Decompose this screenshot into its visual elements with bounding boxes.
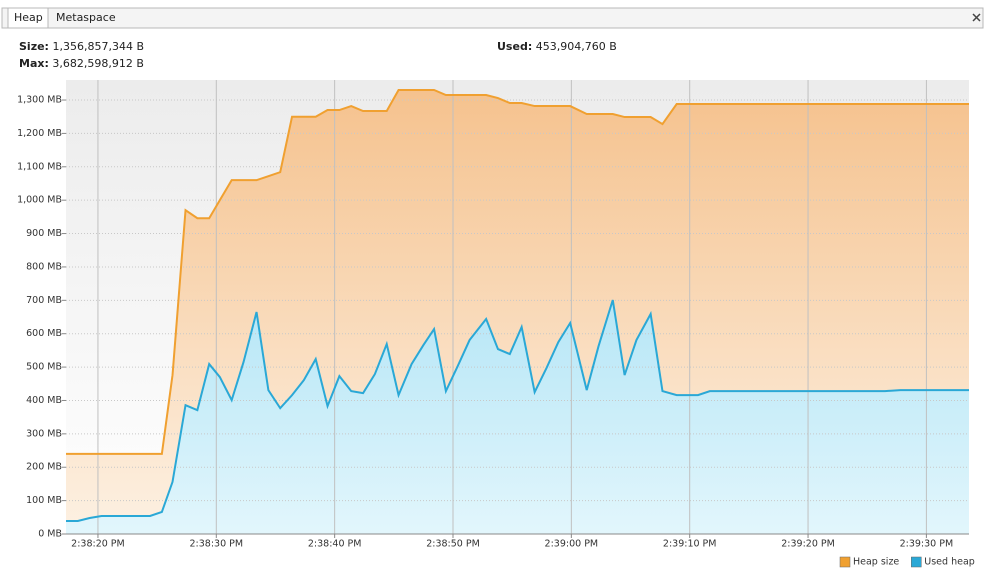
tab[interactable]: Heap bbox=[14, 11, 43, 24]
x-tick-label: 2:39:30 PM bbox=[900, 539, 954, 550]
y-tick-label: 100 MB bbox=[26, 495, 62, 506]
tab-active[interactable] bbox=[7, 7, 49, 29]
y-tick-label: 200 MB bbox=[26, 462, 62, 473]
legend-swatch bbox=[839, 556, 851, 568]
y-tick-label: 500 MB bbox=[26, 362, 62, 373]
y-tick-label: 1,000 MB bbox=[17, 195, 62, 206]
info-used: Used: 453,904,760 B bbox=[497, 40, 617, 53]
y-tick-label: 900 MB bbox=[26, 228, 62, 239]
legend-label: Heap size bbox=[853, 557, 899, 568]
legend-swatch bbox=[911, 556, 922, 568]
series-line bbox=[66, 299, 969, 522]
close-icon[interactable] bbox=[972, 13, 981, 22]
tab-bar bbox=[1, 7, 984, 29]
y-tick-label: 700 MB bbox=[26, 295, 62, 306]
y-tick-label: 400 MB bbox=[26, 395, 62, 406]
info-size: Size: 1,356,857,344 B bbox=[19, 40, 144, 53]
y-tick-label: 0 MB bbox=[38, 529, 62, 540]
series-line bbox=[66, 89, 969, 455]
x-tick-label: 2:38:50 PM bbox=[426, 539, 480, 550]
x-tick-label: 2:38:30 PM bbox=[190, 539, 244, 550]
y-tick-label: 600 MB bbox=[26, 328, 62, 339]
x-tick-label: 2:38:20 PM bbox=[71, 539, 125, 550]
x-tick-label: 2:39:10 PM bbox=[663, 539, 717, 550]
y-tick-label: 1,100 MB bbox=[17, 161, 62, 172]
info-max: Max: 3,682,598,912 B bbox=[19, 57, 144, 70]
x-tick-label: 2:38:40 PM bbox=[308, 539, 362, 550]
y-tick-label: 1,200 MB bbox=[17, 128, 62, 139]
y-tick-label: 300 MB bbox=[26, 428, 62, 439]
y-tick-label: 800 MB bbox=[26, 261, 62, 272]
tab[interactable]: Metaspace bbox=[56, 11, 116, 24]
y-tick-label: 1,300 MB bbox=[17, 95, 62, 106]
x-tick-label: 2:39:00 PM bbox=[545, 539, 599, 550]
x-tick-label: 2:39:20 PM bbox=[781, 539, 835, 550]
area-fill bbox=[66, 299, 969, 534]
legend-label: Used heap bbox=[924, 557, 975, 568]
